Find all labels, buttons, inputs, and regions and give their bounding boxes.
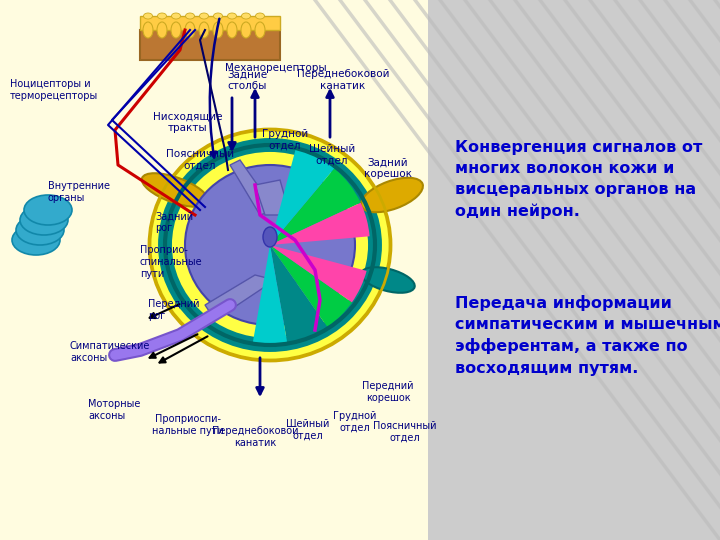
Text: Внутренние
органы: Внутренние органы bbox=[48, 181, 110, 203]
Ellipse shape bbox=[171, 22, 181, 38]
Ellipse shape bbox=[142, 173, 208, 207]
Text: Поясничный
отдел: Поясничный отдел bbox=[373, 421, 437, 443]
Ellipse shape bbox=[150, 130, 390, 360]
FancyBboxPatch shape bbox=[140, 30, 280, 60]
Text: Переднебоковой
канатик: Переднебоковой канатик bbox=[297, 69, 390, 91]
Ellipse shape bbox=[213, 22, 223, 38]
Ellipse shape bbox=[171, 13, 181, 19]
Ellipse shape bbox=[143, 13, 153, 19]
Text: Передача информации
симпатическим и мышечным
эфферентам, а также по
восходящим п: Передача информации симпатическим и мыше… bbox=[455, 295, 720, 375]
Ellipse shape bbox=[255, 22, 265, 38]
Text: Нисходящие
тракты: Нисходящие тракты bbox=[153, 111, 222, 133]
Ellipse shape bbox=[241, 22, 251, 38]
Ellipse shape bbox=[361, 178, 423, 212]
Wedge shape bbox=[270, 148, 334, 245]
Text: Переднебоковой
канатик: Переднебоковой канатик bbox=[212, 426, 298, 448]
Ellipse shape bbox=[186, 13, 194, 19]
Text: Передний
рог: Передний рог bbox=[148, 299, 199, 321]
Text: Проприо-
спинальные
пути: Проприо- спинальные пути bbox=[140, 245, 202, 279]
Ellipse shape bbox=[158, 13, 166, 19]
FancyBboxPatch shape bbox=[140, 16, 280, 30]
Text: Задний
корешок: Задний корешок bbox=[364, 157, 412, 179]
Ellipse shape bbox=[185, 165, 355, 325]
Ellipse shape bbox=[185, 22, 195, 38]
Polygon shape bbox=[255, 180, 290, 215]
Text: Симпатические
аксоны: Симпатические аксоны bbox=[70, 341, 150, 363]
Ellipse shape bbox=[256, 13, 264, 19]
Ellipse shape bbox=[214, 13, 222, 19]
Wedge shape bbox=[253, 245, 287, 345]
Text: Шейный
отдел: Шейный отдел bbox=[309, 144, 355, 166]
Polygon shape bbox=[205, 275, 275, 320]
Ellipse shape bbox=[241, 13, 251, 19]
Text: Моторные
аксоны: Моторные аксоны bbox=[88, 399, 140, 421]
Text: Шейный
отдел: Шейный отдел bbox=[287, 419, 330, 441]
Text: Ноцицепторы и
терморецепторы: Ноцицепторы и терморецепторы bbox=[10, 79, 98, 101]
Text: Задний
рог: Задний рог bbox=[155, 211, 193, 233]
Polygon shape bbox=[275, 275, 325, 315]
Polygon shape bbox=[230, 160, 275, 215]
Text: Грудной
отдел: Грудной отдел bbox=[333, 411, 377, 433]
Text: Грудной
отдел: Грудной отдел bbox=[262, 129, 308, 151]
Text: Передний
корешок: Передний корешок bbox=[362, 381, 414, 403]
Ellipse shape bbox=[227, 22, 237, 38]
Ellipse shape bbox=[20, 205, 68, 235]
Ellipse shape bbox=[263, 227, 277, 247]
Text: Проприоспи-
нальные пути: Проприоспи- нальные пути bbox=[152, 414, 224, 436]
Ellipse shape bbox=[199, 13, 209, 19]
Ellipse shape bbox=[12, 225, 60, 255]
Text: Конвергенция сигналов от
многих волокон кожи и
висцеральных органов на
один нейр: Конвергенция сигналов от многих волокон … bbox=[455, 140, 703, 219]
Text: Поясничный
отдел: Поясничный отдел bbox=[166, 149, 234, 171]
Text: Механорецепторы: Механорецепторы bbox=[225, 63, 327, 73]
Ellipse shape bbox=[199, 22, 209, 38]
Text: Задние
столбы: Задние столбы bbox=[227, 69, 267, 91]
Ellipse shape bbox=[143, 22, 153, 38]
Wedge shape bbox=[270, 245, 366, 302]
Ellipse shape bbox=[157, 22, 167, 38]
Wedge shape bbox=[270, 245, 328, 343]
Ellipse shape bbox=[361, 267, 415, 293]
Ellipse shape bbox=[228, 13, 236, 19]
Ellipse shape bbox=[16, 215, 64, 245]
Ellipse shape bbox=[24, 195, 72, 225]
Wedge shape bbox=[270, 202, 369, 245]
Wedge shape bbox=[270, 168, 361, 245]
Wedge shape bbox=[270, 245, 352, 327]
